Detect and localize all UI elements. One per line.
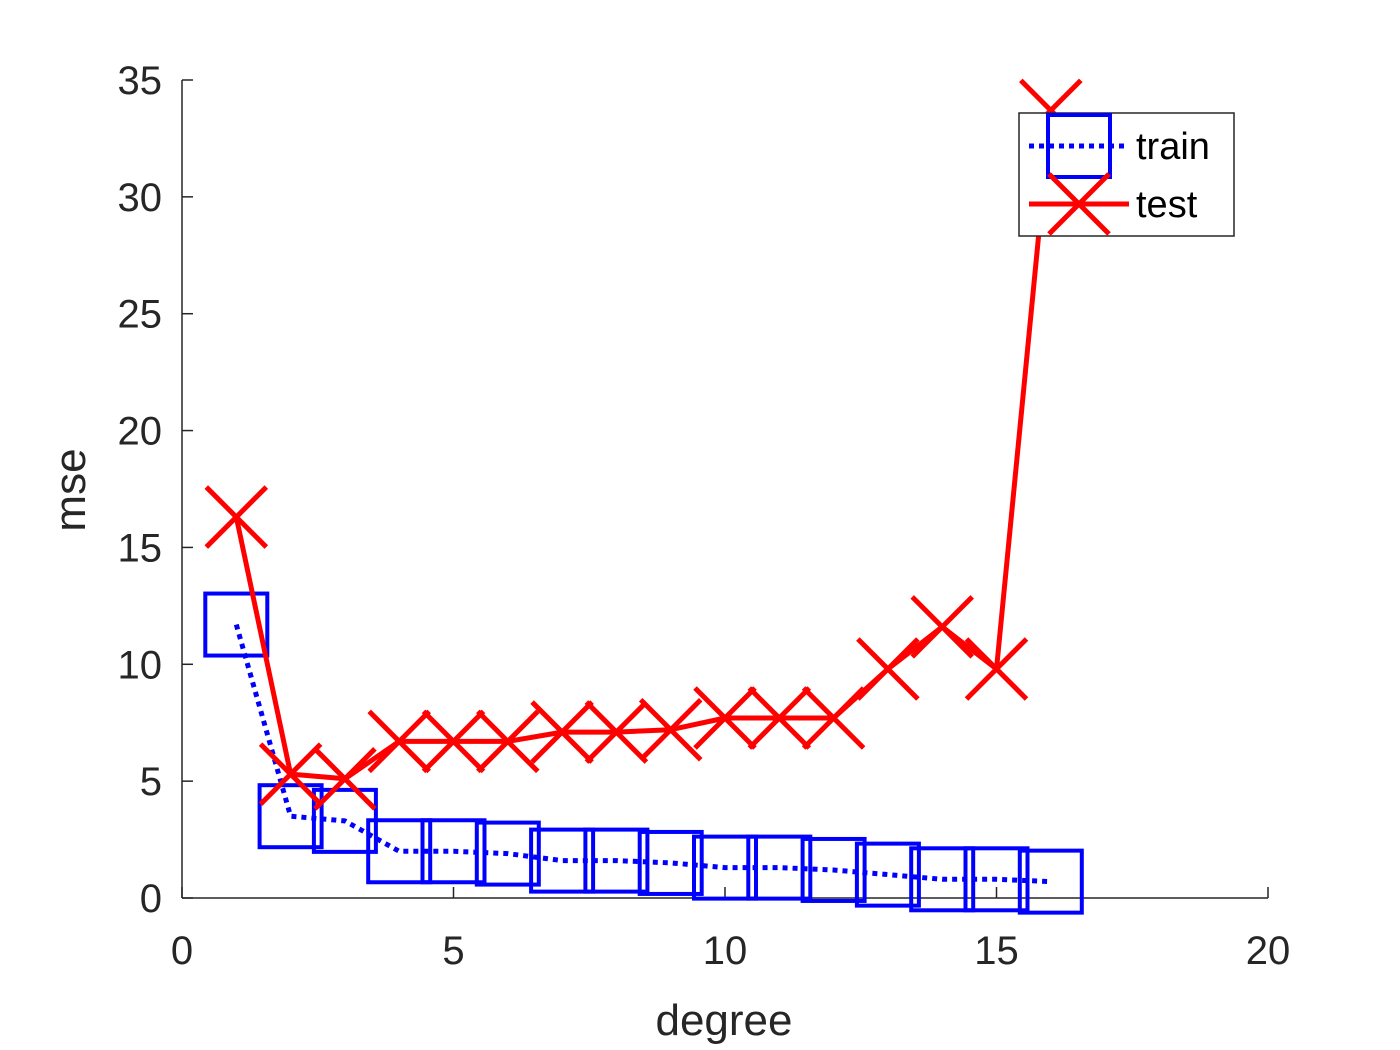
x-marker-stroke	[367, 709, 431, 774]
y-tick-label: 10	[118, 643, 163, 687]
x-tick-label: 15	[974, 929, 1019, 973]
data-point-test	[421, 709, 486, 774]
x-marker-stroke	[910, 595, 974, 659]
data-point-train	[1017, 848, 1084, 915]
x-marker-stroke	[204, 485, 269, 549]
data-point-train	[474, 820, 541, 887]
x-marker-stroke	[313, 747, 377, 811]
data-point-test	[801, 686, 866, 750]
legend-item-test: test	[1029, 172, 1198, 236]
data-point-train	[257, 783, 324, 850]
data-point-test	[530, 700, 594, 764]
plot-area	[203, 78, 1084, 915]
data-point-test	[258, 742, 323, 806]
y-tick-label: 25	[118, 293, 163, 337]
y-axis-title: mse	[46, 448, 95, 531]
data-point-test	[964, 637, 1029, 701]
data-point-test	[476, 709, 540, 774]
legend-label-train: train	[1136, 126, 1210, 168]
data-point-train	[746, 834, 813, 901]
y-tick-label: 20	[118, 410, 163, 454]
x-tick-label: 5	[442, 929, 464, 973]
x-marker-stroke	[476, 709, 540, 774]
y-tick-label: 0	[140, 877, 162, 921]
series-line-test	[233, 110, 1054, 782]
x-marker-stroke	[638, 697, 703, 762]
x-marker-stroke	[964, 637, 1029, 701]
data-point-train	[366, 818, 433, 885]
x-marker-stroke	[421, 709, 486, 774]
x-marker-stroke	[801, 686, 866, 750]
series-line-train	[233, 623, 1051, 885]
data-point-test	[910, 595, 974, 659]
x-marker-stroke	[747, 686, 812, 750]
legend-label-test: test	[1136, 184, 1198, 226]
legend: train test	[1018, 112, 1235, 237]
data-point-test	[856, 637, 920, 701]
data-point-train	[583, 827, 650, 894]
data-point-test	[747, 686, 812, 750]
series-train	[203, 591, 1084, 915]
data-point-train	[963, 846, 1030, 913]
data-point-test	[313, 747, 377, 811]
legend-box	[1018, 112, 1235, 237]
data-point-test	[638, 697, 703, 762]
data-point-train	[692, 834, 758, 901]
legend-marker-test	[1047, 172, 1111, 236]
data-point-test	[584, 700, 649, 764]
x-marker-stroke	[693, 686, 757, 750]
x-axis-title: degree	[655, 996, 792, 1045]
x-marker-stroke	[258, 742, 323, 806]
legend-marker-train	[1046, 113, 1112, 179]
x-marker-stroke	[1047, 172, 1111, 236]
y-tick-label: 35	[118, 59, 163, 103]
data-point-train	[529, 827, 596, 894]
data-point-train	[854, 841, 921, 908]
y-tick-label: 5	[140, 760, 162, 804]
data-point-train	[637, 829, 704, 896]
y-tick-label: 15	[118, 526, 163, 570]
x-tick-label: 10	[703, 929, 748, 973]
data-point-train	[420, 818, 487, 885]
data-point-train	[909, 846, 976, 913]
x-marker-stroke	[584, 700, 649, 764]
x-tick-label: 0	[171, 929, 193, 973]
x-tick-label: 20	[1246, 929, 1291, 973]
legend-item-train: train	[1029, 113, 1210, 179]
x-marker-stroke	[530, 700, 594, 764]
series-test	[204, 78, 1083, 811]
data-point-test	[204, 485, 269, 549]
data-point-train	[800, 836, 867, 903]
data-point-train	[203, 591, 270, 658]
data-point-test	[693, 686, 757, 750]
y-tick-label: 30	[118, 176, 163, 220]
data-point-test	[367, 709, 431, 774]
x-marker-stroke	[856, 637, 920, 701]
axes: 0 5 10 15 20 0 5 10 15 20 25 30 35	[118, 59, 1291, 973]
